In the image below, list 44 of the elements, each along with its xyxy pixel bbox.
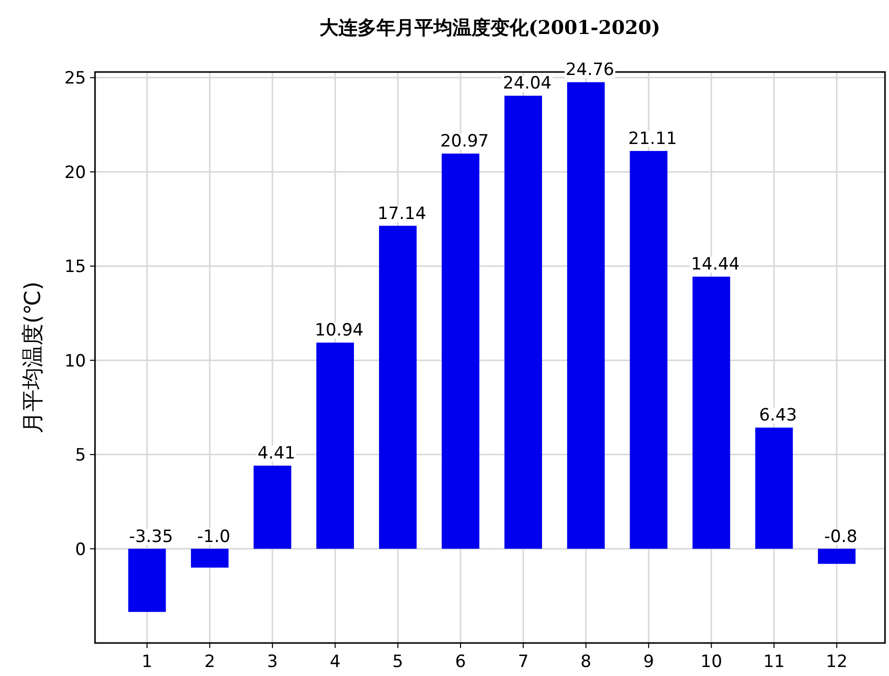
data-label: 4.41 (258, 444, 296, 464)
bar (567, 82, 605, 549)
data-label: 17.14 (377, 204, 426, 224)
bar (692, 276, 730, 549)
x-tick-label: 3 (267, 652, 278, 672)
x-tick-label: 6 (455, 652, 466, 672)
data-label: -0.8 (824, 526, 858, 547)
data-label: -3.35 (129, 526, 174, 547)
chart-title: 大连多年月平均温度变化(2001-2020) (320, 17, 660, 39)
y-tick-label: 15 (64, 257, 86, 278)
data-label: 10.94 (314, 320, 364, 341)
y-tick-label: 5 (75, 446, 86, 466)
data-label: 24.76 (566, 60, 614, 80)
x-tick-label: 10 (700, 652, 722, 672)
y-tick-label: 0 (75, 540, 86, 560)
bar (254, 466, 292, 549)
y-tick-label: 10 (64, 351, 86, 372)
bar (630, 150, 668, 549)
x-tick-label: 4 (330, 652, 341, 672)
x-tick-label: 7 (518, 652, 529, 672)
bar (190, 548, 229, 568)
x-tick-label: 9 (643, 652, 654, 672)
x-tick-label: 12 (826, 652, 848, 672)
data-label: 20.97 (440, 132, 489, 152)
bar (504, 96, 542, 549)
data-label: 24.04 (502, 74, 552, 94)
data-label: 14.44 (690, 254, 740, 275)
data-label: -1.0 (197, 526, 230, 547)
x-tick-label: 11 (763, 652, 785, 672)
bar (442, 154, 480, 549)
x-tick-label: 1 (142, 652, 152, 672)
bar (379, 226, 417, 549)
x-tick-label: 5 (392, 652, 404, 672)
bar (818, 548, 856, 564)
x-tick-label: 2 (204, 652, 216, 672)
y-tick-label: 20 (64, 162, 86, 183)
x-tick-label: 8 (580, 652, 592, 672)
bar (128, 548, 166, 612)
bar (755, 428, 793, 549)
y-tick-label: 25 (64, 68, 86, 89)
y-axis-title: 月平均温度(℃) (21, 282, 46, 434)
bar (316, 342, 354, 549)
data-label: 6.43 (759, 406, 797, 426)
data-label: 21.11 (628, 128, 677, 149)
